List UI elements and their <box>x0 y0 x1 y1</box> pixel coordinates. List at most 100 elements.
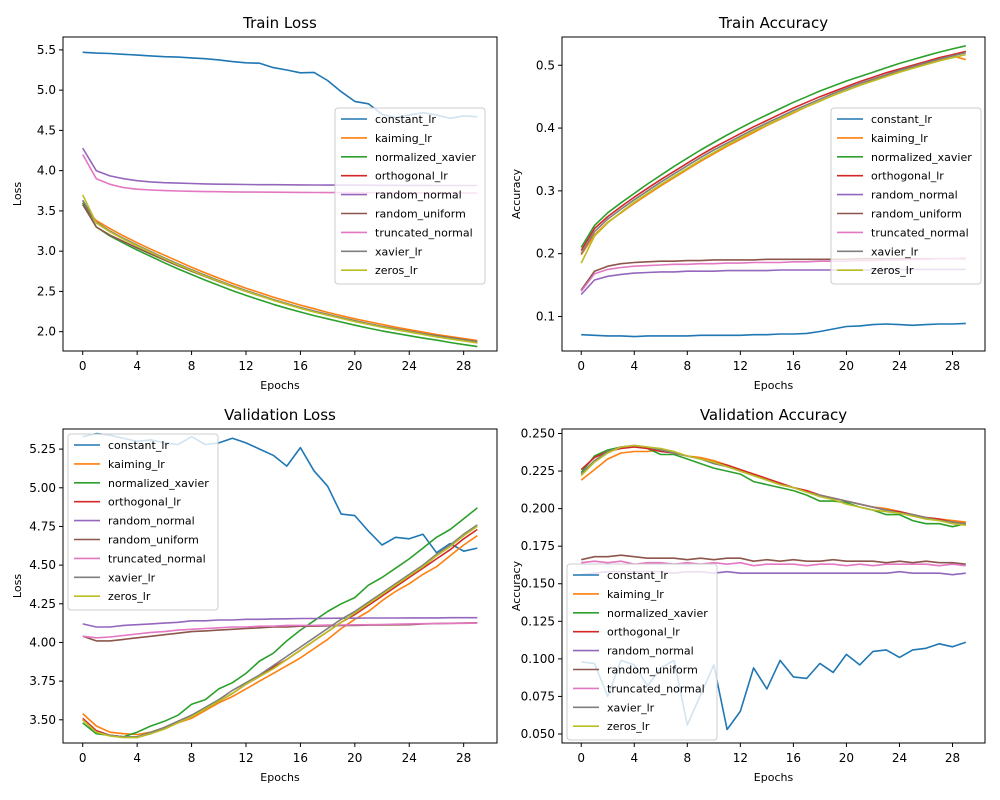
x-tick-label: 24 <box>892 359 907 373</box>
legend-label: orthogonal_lr <box>375 170 448 183</box>
x-tick-label: 20 <box>347 359 362 373</box>
legend-label: orthogonal_lr <box>607 626 680 639</box>
legend-box <box>566 563 718 741</box>
legend-box <box>67 433 219 611</box>
chart-title: Validation Loss <box>224 406 336 424</box>
x-tick-label: 4 <box>133 751 141 765</box>
y-tick-label: 0.5 <box>536 58 555 72</box>
y-tick-label: 5.0 <box>37 83 56 97</box>
legend-label: random_uniform <box>375 208 466 221</box>
axes-frame <box>62 36 498 352</box>
legend-label: truncated_normal <box>871 226 969 239</box>
legend-label: random_uniform <box>108 534 199 547</box>
legend-label: xavier_lr <box>871 245 919 258</box>
y-tick-label: 0.050 <box>521 727 555 741</box>
y-tick-label: 3.50 <box>29 713 56 727</box>
legend-label: truncated_normal <box>108 552 206 565</box>
y-tick-label: 0.4 <box>536 121 555 135</box>
chart-panel-1: Train Accuracy 0 4 8 12 16 20 24 28 0.1 0.2 0.3 0.4 0… <box>510 14 986 392</box>
x-tick-label: 12 <box>238 359 253 373</box>
legend-label: random_uniform <box>871 208 962 221</box>
x-tick-label: 0 <box>79 751 87 765</box>
x-tick-label: 4 <box>630 359 638 373</box>
x-axis-label: Epochs <box>260 379 300 392</box>
y-tick-label: 4.5 <box>37 123 56 137</box>
x-tick-label: 12 <box>733 751 748 765</box>
y-axis-label: Loss <box>11 182 24 206</box>
x-tick-label: 28 <box>945 751 960 765</box>
series-line-normalized_xavier <box>82 507 478 738</box>
x-tick-label: 8 <box>188 751 196 765</box>
legend: constant_lr kaiming_lr normalized_xavieror… <box>67 433 219 611</box>
legend-label: truncated_normal <box>607 682 705 695</box>
y-tick-label: 0.125 <box>521 614 555 628</box>
axes-frame <box>62 428 498 744</box>
legend-label: constant_lr <box>108 439 169 452</box>
legend-label: random_normal <box>607 645 694 658</box>
legend: constant_lr kaiming_lr normalized_xavieror… <box>566 563 718 741</box>
legend-label: zeros_lr <box>108 590 151 603</box>
y-tick-label: 0.075 <box>521 689 555 703</box>
series-line-normalized_xavier <box>580 45 966 248</box>
x-tick-label: 0 <box>79 359 87 373</box>
x-tick-label: 28 <box>456 751 471 765</box>
series-line-xavier_lr <box>580 51 966 255</box>
y-tick-label: 0.225 <box>521 464 555 478</box>
legend-label: kaiming_lr <box>607 588 664 601</box>
y-tick-label: 3.5 <box>37 204 56 218</box>
x-tick-label: 4 <box>630 751 638 765</box>
x-tick-label: 8 <box>683 359 691 373</box>
x-axis-label: Epochs <box>260 771 300 784</box>
x-tick-label: 8 <box>683 751 691 765</box>
series-line-zeros_lr <box>81 194 478 344</box>
chart-title: Validation Accuracy <box>700 406 847 424</box>
legend-label: random_normal <box>871 189 958 202</box>
series-line-xavier_lr <box>82 524 478 738</box>
y-tick-label: 4.75 <box>29 519 56 533</box>
series-line-truncated_normal <box>581 560 966 567</box>
legend-label: random_normal <box>375 189 462 202</box>
y-axis-label: Loss <box>11 574 24 598</box>
legend-label: constant_lr <box>375 113 436 126</box>
legend-label: kaiming_lr <box>871 132 928 145</box>
series-line-kaiming_lr <box>82 203 478 342</box>
chart-panel-3: Validation Accuracy 0 4 8 12 16 20 24 28 0.050 0.0… <box>510 406 986 784</box>
legend-label: kaiming_lr <box>108 458 165 471</box>
y-axis-label: Accuracy <box>510 560 523 611</box>
y-axis-label: Accuracy <box>510 168 523 219</box>
series-line-normalized_xavier <box>82 202 478 348</box>
x-tick-label: 16 <box>293 359 308 373</box>
series-line-zeros_lr <box>82 525 478 739</box>
x-tick-label: 4 <box>133 359 141 373</box>
y-tick-label: 0.250 <box>521 427 555 441</box>
y-tick-label: 0.2 <box>536 247 555 261</box>
legend-label: orthogonal_lr <box>871 170 944 183</box>
chart-title: Train Loss <box>242 14 317 32</box>
y-tick-label: 0.3 <box>536 184 555 198</box>
x-tick-label: 20 <box>839 751 854 765</box>
y-tick-label: 5.25 <box>29 442 56 456</box>
legend-label: xavier_lr <box>108 571 156 584</box>
x-tick-label: 20 <box>839 359 854 373</box>
legend-label: constant_lr <box>607 569 668 582</box>
x-tick-label: 12 <box>733 359 748 373</box>
series-line-constant_lr <box>581 322 966 338</box>
x-tick-label: 8 <box>188 359 196 373</box>
chart-title: Train Accuracy <box>718 14 828 32</box>
y-tick-label: 0.150 <box>521 577 555 591</box>
y-tick-label: 3.0 <box>37 244 56 258</box>
plot-area <box>82 432 478 739</box>
series-line-zeros_lr <box>580 53 966 264</box>
legend-label: xavier_lr <box>375 245 423 258</box>
legend-label: kaiming_lr <box>375 132 432 145</box>
x-tick-label: 0 <box>577 359 585 373</box>
series-line-zeros_lr <box>580 444 966 526</box>
series-line-xavier_lr <box>580 444 966 525</box>
axes-frame <box>561 428 986 744</box>
legend-label: truncated_normal <box>375 226 473 239</box>
x-tick-label: 0 <box>577 751 585 765</box>
y-tick-label: 4.0 <box>37 164 56 178</box>
y-tick-label: 0.200 <box>521 502 555 516</box>
y-tick-label: 4.50 <box>29 558 56 572</box>
y-tick-label: 4.25 <box>29 597 56 611</box>
